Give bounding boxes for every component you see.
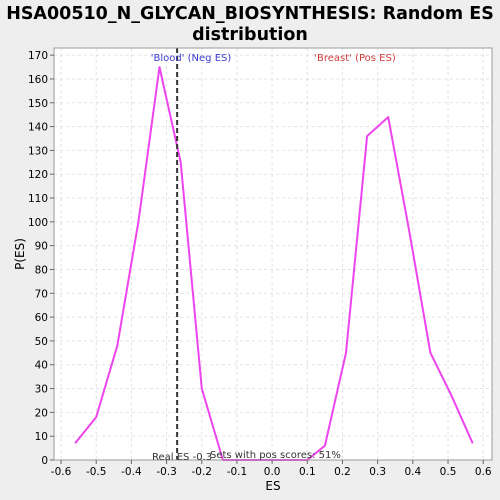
x-tick-label: 0.0 xyxy=(264,466,281,478)
x-tick-label: 0.1 xyxy=(299,466,316,478)
y-tick-label: 100 xyxy=(28,217,48,229)
real-es-annotation: Real ES -0.3 xyxy=(152,452,212,463)
x-tick-label: -0.6 xyxy=(51,466,72,478)
y-tick-label: 160 xyxy=(28,74,48,86)
x-tick-label: 0.6 xyxy=(475,466,492,478)
pos-scores-annotation: Sets with pos scores: 51% xyxy=(210,450,341,461)
x-tick-label: -0.2 xyxy=(192,466,213,478)
x-tick-label: 0.4 xyxy=(404,466,421,478)
y-tick-label: 150 xyxy=(28,98,48,110)
y-tick-label: 140 xyxy=(28,122,48,134)
y-tick-label: 80 xyxy=(35,264,48,276)
y-tick-label: 50 xyxy=(35,336,48,348)
y-tick-label: 30 xyxy=(35,384,48,396)
y-tick-label: 130 xyxy=(28,145,48,157)
x-tick-label: -0.1 xyxy=(227,466,248,478)
x-tick-label: 0.2 xyxy=(334,466,351,478)
y-tick-label: 40 xyxy=(35,360,48,372)
x-tick-label: -0.3 xyxy=(156,466,177,478)
y-tick-label: 0 xyxy=(41,455,48,467)
x-axis-ticks: -0.6 -0.5 -0.4 -0.3 -0.2 -0.1 0.0 0.1 0.2 0.3 0.4 0… xyxy=(51,460,492,478)
x-tick-label: -0.5 xyxy=(86,466,107,478)
y-tick-label: 70 xyxy=(35,288,48,300)
y-tick-label: 90 xyxy=(35,241,48,253)
chart-title-line-2: distribution xyxy=(192,25,308,45)
x-tick-label: 0.3 xyxy=(369,466,386,478)
plot-area xyxy=(54,48,492,460)
chart-title-line-1: HSA00510_N_GLYCAN_BIOSYNTHESIS: Random E… xyxy=(6,4,494,24)
y-tick-label: 60 xyxy=(35,312,48,324)
y-tick-label: 170 xyxy=(28,50,48,62)
plot-border xyxy=(53,47,493,461)
y-tick-label: 110 xyxy=(28,193,48,205)
y-tick-label: 20 xyxy=(35,407,48,419)
x-tick-label: 0.5 xyxy=(440,466,457,478)
y-axis-ticks: 0 10 20 30 40 50 60 70 80 90 100 110 120 130 140 150 160… xyxy=(28,50,54,467)
y-tick-label: 10 xyxy=(35,431,48,443)
neg-es-label: 'Blood' (Neg ES) xyxy=(151,53,232,64)
x-axis-label: ES xyxy=(265,479,280,493)
y-axis-label: P(ES) xyxy=(13,238,27,270)
pos-es-label: 'Breast' (Pos ES) xyxy=(314,53,396,64)
y-tick-label: 120 xyxy=(28,169,48,181)
x-tick-label: -0.4 xyxy=(121,466,142,478)
